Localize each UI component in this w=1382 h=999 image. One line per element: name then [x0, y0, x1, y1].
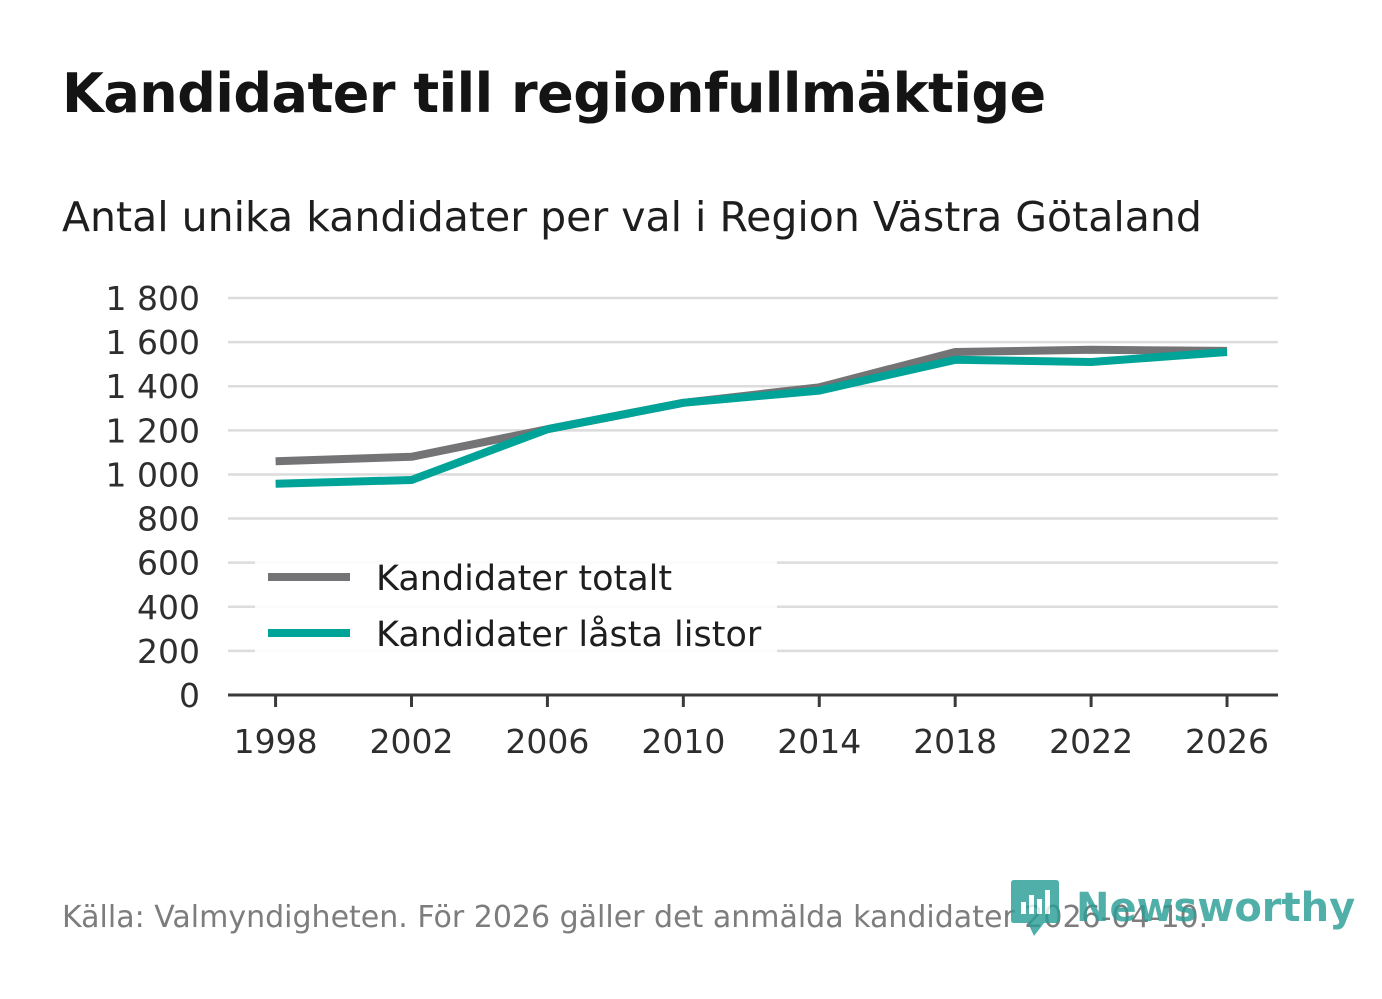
- x-tick-label: 2006: [505, 722, 589, 761]
- y-tick-label: 1 600: [106, 323, 200, 362]
- brand-logo: Newsworthy: [1010, 878, 1355, 938]
- x-tick-label: 2010: [641, 722, 725, 761]
- legend-label: Kandidater låsta listor: [376, 614, 762, 655]
- series-line-total: [275, 345, 1228, 466]
- x-tick-label: 1998: [234, 722, 318, 761]
- y-axis-tick-labels: 0 200 400 600 800 1 000 1 200 1 400 1 600 1 800: [106, 279, 200, 715]
- y-tick-label: 800: [137, 500, 200, 539]
- y-tick-label: 1 400: [106, 367, 200, 406]
- y-tick-label: 200: [137, 632, 200, 671]
- y-tick-label: 1 200: [106, 411, 200, 450]
- x-tick-label: 2026: [1185, 722, 1269, 761]
- x-tick-label: 2018: [913, 722, 997, 761]
- x-tick-label: 2002: [370, 722, 454, 761]
- series-line-locked-lists: [275, 348, 1228, 488]
- y-tick-label: 600: [137, 544, 200, 583]
- chart-title: Kandidater till regionfullmäktige: [62, 62, 1046, 125]
- series-lines: [275, 345, 1228, 488]
- x-axis: [228, 693, 1278, 707]
- legend: Kandidater totalt Kandidater låsta listor: [255, 548, 777, 658]
- y-tick-label: 400: [137, 588, 200, 627]
- y-tick-label: 1 800: [106, 279, 200, 318]
- brand-name: Newsworthy: [1076, 885, 1356, 931]
- legend-background: [255, 548, 777, 658]
- y-tick-label: 0: [179, 676, 200, 715]
- newsworthy-logo-icon: [1011, 880, 1059, 936]
- x-tick-label: 2022: [1049, 722, 1133, 761]
- legend-label: Kandidater totalt: [376, 559, 672, 599]
- y-tick-label: 1 000: [106, 455, 200, 494]
- chart-subtitle: Antal unika kandidater per val i Region …: [62, 193, 1202, 241]
- x-axis-tick-labels: 1998 2002 2006 2010 2014 2018 2022 2026: [234, 722, 1269, 761]
- x-tick-label: 2014: [777, 722, 861, 761]
